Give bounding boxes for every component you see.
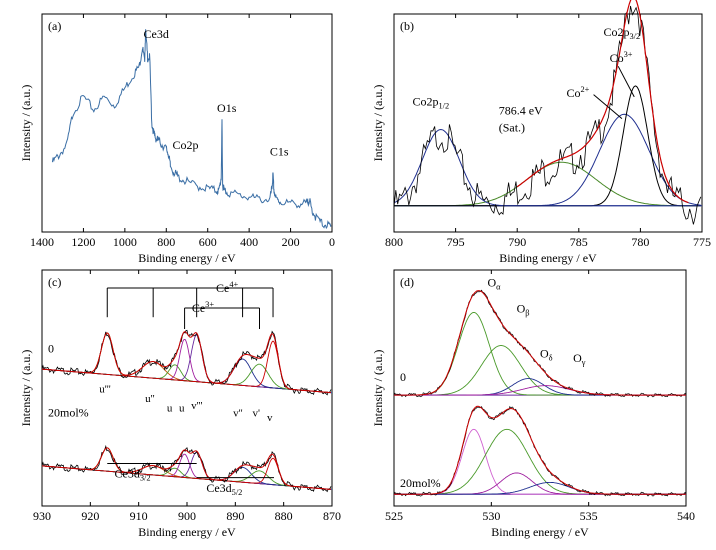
panel-b-xtick-label: 785 [570,235,588,249]
panel-c-xtick-label: 930 [33,509,51,523]
panel-a-xtick-label: 400 [240,235,258,249]
panel-a-peak-label: Co2p [173,138,199,152]
panel-c-top-raw [41,329,332,396]
panel-b-xtick-label: 775 [693,235,711,249]
panel-c-ylabel: Intensity / (a.u.) [19,350,33,427]
panel-c-region-label: Ce3d5/2 [206,481,242,497]
panel-d-component-label: Oδ [540,346,553,362]
panel-b-xlabel: Binding energy / eV [499,251,597,265]
panel-c-xtick-label: 870 [323,509,341,523]
panel-b-peak-label: Co3+ [610,50,633,65]
panel-c-xlabel: Binding energy / eV [138,525,236,539]
panel-c-bottom-component [41,451,332,490]
panel-b-arrow [617,66,635,98]
panel-c-xtick-label: 890 [226,509,244,523]
panel-a-peak-label: Ce3d [144,27,169,41]
panel-d-xtick-label: 530 [482,509,500,523]
panel-c-peak-letter: u [179,403,185,415]
panel-c-bottom-envelope [41,447,332,490]
panel-a-xtick-label: 800 [157,235,175,249]
panel-d-ylabel: Intensity / (a.u.) [371,350,385,427]
panel-c-label: (c) [48,275,61,289]
panel-b-envelope [516,0,689,204]
panel-d-xtick-label: 540 [677,509,695,523]
panel-d-sample-label: 0 [400,370,406,384]
panel-b-xtick-label: 800 [385,235,403,249]
panel-a-frame [41,13,333,233]
panel-c-peak-letter: u [167,403,173,415]
panel-c-bottom-raw [41,444,332,493]
panel-c-peak-letter: v''' [191,400,202,412]
panel-b-ylabel: Intensity / (a.u.) [371,85,385,162]
panel-c-region-label: Ce3d3/2 [115,467,151,483]
panel-a-xtick-label: 1200 [71,235,95,249]
panel-c-xtick-label: 910 [130,509,148,523]
panel-a-xlabel: Binding energy / eV [138,251,236,265]
panel-c-sample-label: 0 [48,342,54,356]
panel-b-component [393,128,701,207]
panel-d-component-label: Oα [487,276,501,292]
panel-b-peak-label: Co2p3/2 [603,25,640,41]
panel-c-peak-letter: v [267,412,273,424]
panel-d-component-label: Oγ [573,351,586,367]
panel-d-top-component [394,378,686,396]
panel-c-xtick-label: 880 [275,509,293,523]
panel-c-peak-letter: v' [252,407,260,419]
panel-c-xtick-label: 920 [81,509,99,523]
panel-b-frame [393,13,703,233]
panel-a-ylabel: Intensity / (a.u.) [19,85,33,162]
panel-b-sat-label: (Sat.) [499,121,525,135]
panel-d-top-envelope [394,290,686,396]
panel-c-peak-letter: u'' [145,393,154,405]
panel-c-peak-letter: v'' [233,407,242,419]
panel-b-xtick-label: 790 [508,235,526,249]
panel-a-xtick-label: 1000 [113,235,137,249]
panel-d-label: (d) [400,275,414,289]
panel-c-xtick-label: 900 [178,509,196,523]
panel-d-bottom-envelope [394,405,686,495]
panel-b-xtick-label: 795 [447,235,465,249]
panel-b-sat-label: 786.4 eV [499,103,543,117]
panel-b-label: (b) [400,19,414,33]
panel-d-xtick-label: 525 [385,509,403,523]
panel-a-xtick-label: 200 [282,235,300,249]
panel-d-top-component [394,385,686,396]
panel-d-sample-label: 20mol% [400,476,441,490]
panel-d-xtick-label: 535 [580,509,598,523]
panel-a-xtick-label: 0 [329,235,335,249]
panel-c-sample-label: 20mol% [48,405,89,419]
panel-a-peak-label: O1s [217,101,237,115]
panel-a-survey-line [51,29,332,230]
panel-b-xtick-label: 780 [631,235,649,249]
panel-a-xtick-label: 600 [199,235,217,249]
panel-d-component-label: Oβ [517,301,530,317]
panel-a-xtick-label: 1400 [30,235,54,249]
panel-c-peak-letter: u''' [99,384,110,396]
panel-d-frame [393,269,687,507]
panel-c-top-envelope [41,331,331,394]
panel-b-raw-spectrum [393,5,702,225]
panel-b-peak-label: Co2+ [566,85,589,100]
panel-d-top-raw [393,289,687,398]
panel-a-label: (a) [48,19,61,33]
panel-b-peak-label: Co2p1/2 [412,95,449,111]
panel-b-arrow [593,94,623,120]
panel-a-peak-label: C1s [270,145,289,159]
panel-c-bottom-component [41,453,332,490]
panel-d-xlabel: Binding energy / eV [491,525,589,539]
